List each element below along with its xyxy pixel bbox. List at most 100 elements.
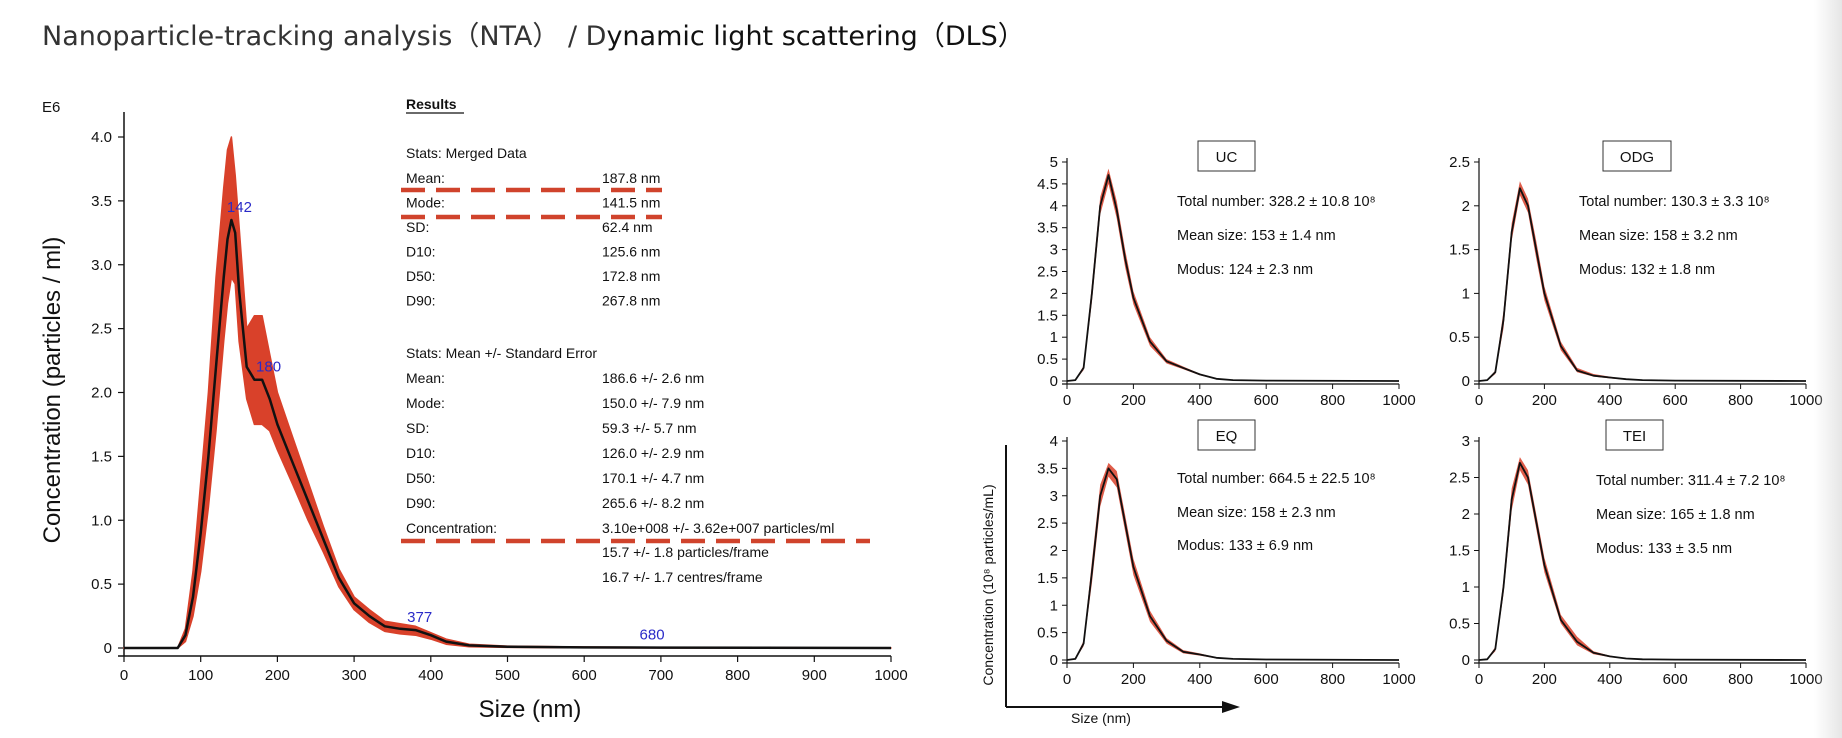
merged-stat-label: D10: bbox=[406, 244, 436, 260]
dls-x-arrow-head bbox=[1222, 701, 1240, 713]
se-stats-heading: Stats: Mean +/- Standard Error bbox=[406, 345, 597, 361]
dls-y-tick-label: 1 bbox=[1462, 579, 1470, 596]
nta-x-tick-label: 800 bbox=[725, 667, 750, 684]
dls-total-number: Total number: 328.2 ± 10.8 10⁸ bbox=[1177, 194, 1376, 210]
nta-y-tick-label: 3.0 bbox=[91, 257, 112, 274]
dls-modus: Modus: 133 ± 3.5 nm bbox=[1596, 541, 1732, 557]
dls-x-tick-label: 1000 bbox=[1382, 671, 1415, 688]
dls-y-tick-label: 1 bbox=[1050, 329, 1058, 346]
results-heading: Results bbox=[406, 96, 457, 112]
dls-mean-line bbox=[1066, 467, 1400, 661]
se-stat-value: 186.6 +/- 2.6 nm bbox=[602, 370, 704, 386]
se-stat-label: D90: bbox=[406, 495, 436, 511]
dls-y-tick-label: 4.5 bbox=[1037, 176, 1058, 193]
dls-panel-title-box bbox=[1197, 419, 1256, 451]
se-stat-label: Mean: bbox=[406, 370, 445, 386]
slide-title: Nanoparticle-tracking analysis（NTA） / Dy… bbox=[42, 14, 1025, 53]
dls-x-tick-label: 600 bbox=[1254, 671, 1279, 688]
dls-x-tick-label: 600 bbox=[1663, 392, 1688, 409]
nta-y-multiplier: E6 bbox=[42, 99, 60, 116]
dls-y-tick-label: 4 bbox=[1050, 433, 1058, 450]
se-extra-value: 16.7 +/- 1.7 centres/frame bbox=[602, 569, 763, 585]
nta-peak-label: 180 bbox=[256, 359, 281, 376]
dls-y-tick-label: 0 bbox=[1050, 652, 1058, 669]
nta-y-tick-label: 0.5 bbox=[91, 576, 112, 593]
dls-y-tick-label: 1.5 bbox=[1449, 242, 1470, 259]
dls-panel-title: UC bbox=[1216, 149, 1238, 166]
merged-stats-heading: Stats: Merged Data bbox=[406, 145, 527, 161]
dls-y-tick-label: 2.5 bbox=[1037, 264, 1058, 281]
merged-stat-value: 125.6 nm bbox=[602, 244, 660, 260]
dls-y-tick-label: 1.5 bbox=[1449, 543, 1470, 560]
dls-x-tick-label: 400 bbox=[1187, 392, 1212, 409]
dls-x-axis-label: Size (nm) bbox=[1071, 710, 1131, 726]
dls-x-tick-label: 400 bbox=[1597, 671, 1622, 688]
dls-panel-title-box bbox=[1605, 419, 1664, 451]
nta-x-axis-label: Size (nm) bbox=[479, 696, 582, 723]
dls-mean-size: Mean size: 165 ± 1.8 nm bbox=[1596, 507, 1755, 523]
slide-title-part2: ynamic light scattering（DLS） bbox=[606, 21, 1025, 52]
dls-y-tick-label: 1.5 bbox=[1037, 307, 1058, 324]
merged-stat-value: 187.8 nm bbox=[602, 170, 660, 186]
dls-panel-title: TEI bbox=[1623, 428, 1646, 445]
dls-y-axis-label: Concentration (10⁸ particles/mL) bbox=[980, 484, 996, 685]
dls-y-tick-label: 1.5 bbox=[1037, 570, 1058, 587]
dls-x-tick-label: 0 bbox=[1475, 392, 1483, 409]
se-stat-value: 3.10e+008 +/- 3.62e+007 particles/ml bbox=[602, 520, 834, 536]
dls-x-tick-label: 400 bbox=[1597, 392, 1622, 409]
dls-y-tick-label: 4 bbox=[1050, 198, 1058, 215]
dls-y-tick-label: 2 bbox=[1462, 506, 1470, 523]
dls-y-tick-label: 2 bbox=[1462, 198, 1470, 215]
dls-y-tick-label: 0.5 bbox=[1037, 351, 1058, 368]
nta-x-tick-label: 300 bbox=[342, 667, 367, 684]
nta-y-tick-label: 1.5 bbox=[91, 448, 112, 465]
dls-x-tick-label: 0 bbox=[1063, 671, 1071, 688]
merged-stat-label: SD: bbox=[406, 219, 429, 235]
nta-x-tick-label: 400 bbox=[418, 667, 443, 684]
nta-y-tick-label: 4.0 bbox=[91, 129, 112, 146]
merged-stat-value: 62.4 nm bbox=[602, 219, 653, 235]
slide-edge-shadow bbox=[1814, 0, 1842, 738]
nta-x-tick-label: 500 bbox=[495, 667, 520, 684]
dls-x-tick-label: 0 bbox=[1475, 671, 1483, 688]
se-stat-value: 59.3 +/- 5.7 nm bbox=[602, 420, 697, 436]
dls-panel-eq: 0 0.5 1 1.5 2 2.5 3 3.5 4 0 200 400 600 800 1000 EQ Tota… bbox=[1037, 419, 1416, 688]
dls-x-tick-label: 800 bbox=[1320, 671, 1345, 688]
nta-y-tick-label: 0 bbox=[104, 640, 112, 657]
dls-y-tick-label: 0 bbox=[1050, 373, 1058, 390]
dls-panel-title: EQ bbox=[1216, 428, 1238, 445]
dls-x-tick-label: 400 bbox=[1187, 671, 1212, 688]
dls-panel-title-box bbox=[1602, 140, 1672, 172]
dls-y-tick-label: 1 bbox=[1050, 597, 1058, 614]
dls-panel-title-box bbox=[1197, 140, 1256, 172]
dls-y-tick-label: 3 bbox=[1050, 488, 1058, 505]
nta-x-tick-label: 100 bbox=[188, 667, 213, 684]
dls-y-tick-label: 3.5 bbox=[1037, 220, 1058, 237]
dls-y-tick-label: 0.5 bbox=[1037, 625, 1058, 642]
dls-y-tick-label: 0.5 bbox=[1449, 329, 1470, 346]
nta-results-table: Results Stats: Merged Data Mean: 187.8 nm Mo… bbox=[401, 96, 870, 585]
dls-modus: Modus: 133 ± 6.9 nm bbox=[1177, 538, 1313, 554]
dls-panel-title: ODG bbox=[1620, 149, 1654, 166]
nta-y-tick-label: 1.0 bbox=[91, 512, 112, 529]
dls-x-tick-label: 600 bbox=[1663, 671, 1688, 688]
dls-total-number: Total number: 311.4 ± 7.2 10⁸ bbox=[1596, 473, 1786, 489]
dls-x-tick-label: 600 bbox=[1254, 392, 1279, 409]
nta-x-tick-label: 1000 bbox=[874, 667, 907, 684]
dls-x-tick-label: 800 bbox=[1728, 392, 1753, 409]
dls-figure: Concentration (10⁸ particles/mL) Size (n… bbox=[980, 140, 1823, 726]
dls-x-tick-label: 200 bbox=[1121, 392, 1146, 409]
dls-mean-line bbox=[1478, 462, 1807, 661]
se-stat-value: 126.0 +/- 2.9 nm bbox=[602, 445, 704, 461]
merged-stat-label: D90: bbox=[406, 293, 436, 309]
nta-y-tick-label: 2.5 bbox=[91, 321, 112, 338]
se-stat-label: D10: bbox=[406, 445, 436, 461]
nta-x-tick-label: 0 bbox=[120, 667, 128, 684]
dls-x-tick-label: 0 bbox=[1063, 392, 1071, 409]
se-stat-value: 150.0 +/- 7.9 nm bbox=[602, 395, 704, 411]
nta-y-axis-label: Concentration (particles / ml) bbox=[39, 237, 66, 544]
nta-x-tick-label: 700 bbox=[648, 667, 673, 684]
dls-modus: Modus: 124 ± 2.3 nm bbox=[1177, 262, 1313, 278]
